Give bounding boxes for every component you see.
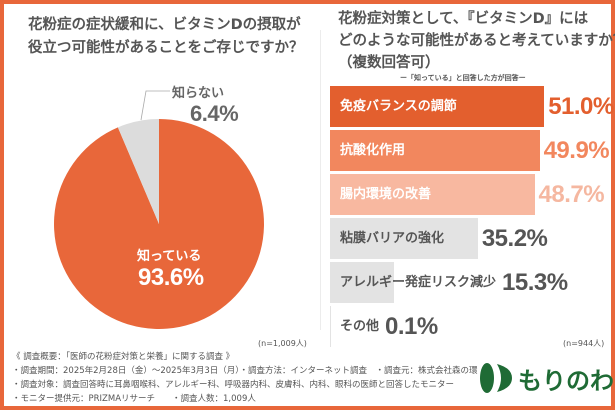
bar [330,218,478,259]
bar-value-label: 51.0% [548,93,614,120]
bar [330,174,535,215]
survey-overview: 《 調査概要：「医師の花粉症対策と栄養」に関する調査 》 ・調査期間：2025年… [12,350,478,406]
bar [330,86,545,127]
pie-title-line: 役立つ可能性があることをご存じですか？ [28,40,304,56]
footer-line: ・調査期間：2025年2月28日（金）〜2025年3月3日（月）・調査方法：イン… [12,366,478,376]
pie-sample-size: (n=1,009人) [258,339,307,348]
pie-title: 花粉症の症状緩和に、ビタミンDの摂取が 役立つ可能性があることをご存じですか？ [28,14,304,60]
pie-label-known: 知っている [137,249,202,264]
panel-divider [320,30,321,330]
bar-value-label: 49.9% [543,137,610,164]
footer-line: 《 調査概要：「医師の花粉症対策と栄養」に関する調査 》 [12,352,235,362]
bar-category-label: 腸内環境の改善 [340,187,432,202]
leaf-logo-icon [480,363,512,393]
pie-label-unknown: 知らない [172,86,225,101]
bar-subtitle: ー「知っている」と回答した方が回答ー [400,74,526,82]
bar-title-line: （複数回答可） [338,55,440,71]
bar-category-label: 粘膜バリアの強化 [340,231,445,246]
pie-slice [117,119,159,224]
bar [330,262,395,303]
pie-title-line: 花粉症の症状緩和に、ビタミンDの摂取が [28,17,301,33]
bar-category-label: その他 [340,319,380,334]
pie-slice [54,119,265,330]
bar-title: 花粉症対策として、『ビタミンD』には どのような可能性があると考えていますか？ … [338,8,615,74]
bar-category-label: 抗酸化作用 [340,143,406,158]
pie-value-unknown: 6.4% [190,101,239,126]
bar [330,130,540,171]
bar-value-label: 15.3% [502,269,568,296]
leader-line [140,90,170,121]
bar-category-label: 免疫バランスの調節 [340,99,457,114]
bar-title-line: どのような可能性があると考えていますか？ [338,33,615,49]
pie-chart [54,90,265,330]
bar-sample-size: (n=944人) [563,339,605,348]
bar-value-label: 48.7% [538,181,605,208]
bar-value-label: 35.2% [481,225,548,252]
footer-line: ・モニター提供元：PRIZMAリサーチ ・調査人数：1,009人 [12,394,256,404]
bar-category-label: アレルギー発症リスク減少 [340,275,497,290]
pie-value-known: 93.6% [138,264,204,291]
footer-line: ・調査対象：調査回答時に耳鼻咽喉科、アレルギー科、呼吸器内科、皮膚科、内科、眼科… [12,380,455,390]
logo-text: もりのわ [518,366,614,395]
bar-value-label: 0.1% [385,313,438,340]
bar-title-line: 花粉症対策として、『ビタミンD』には [338,11,589,27]
morinowa-logo: もりのわ [478,360,614,396]
